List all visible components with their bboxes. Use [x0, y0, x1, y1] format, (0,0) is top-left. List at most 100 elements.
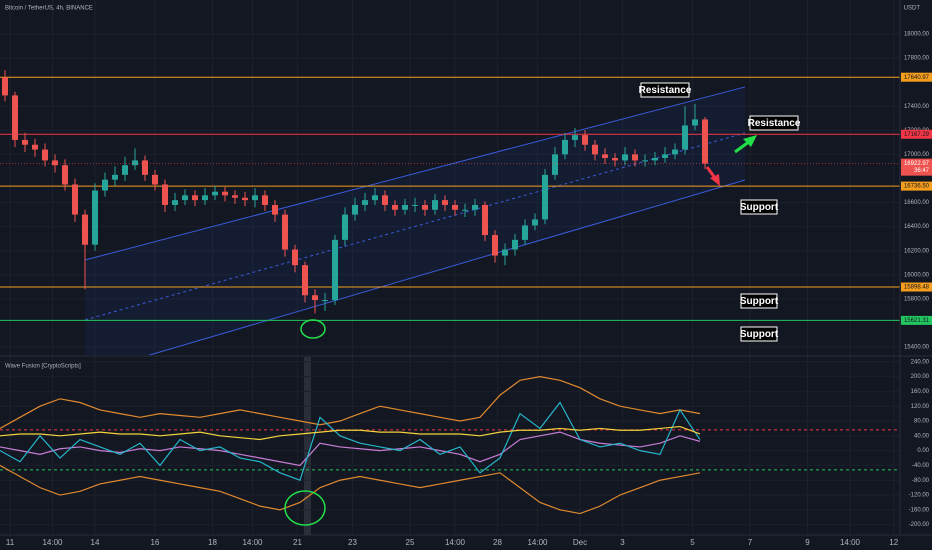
- candle-body: [182, 195, 188, 201]
- y-tick-label: 16400.00: [904, 224, 930, 230]
- countdown: 36:47: [914, 168, 930, 174]
- candle-body: [142, 160, 148, 175]
- indicator-line: [0, 425, 701, 441]
- candle-body: [492, 235, 498, 256]
- candle-body: [672, 149, 678, 155]
- candle-body: [702, 119, 708, 164]
- annotation: Resistance: [748, 118, 801, 129]
- candle-body: [82, 214, 88, 245]
- last-price-label: 16922.97: [904, 161, 930, 167]
- candle-body: [692, 119, 698, 126]
- candle-body: [202, 195, 208, 201]
- level-label: 16736.50: [904, 184, 930, 190]
- candle-body: [412, 204, 418, 206]
- indicator-line: [0, 464, 701, 515]
- y-tick-label: 17000.00: [904, 152, 930, 158]
- candle-body: [612, 157, 618, 161]
- annotations: Resistance Resistance Support Support Suppor…: [639, 82, 801, 342]
- candle-body: [682, 125, 688, 150]
- candle-body: [172, 200, 178, 205]
- level-label: 17167.29: [904, 132, 930, 138]
- y-tick-label: -160.00: [909, 507, 930, 513]
- y-tick-label: 16000.00: [904, 272, 930, 278]
- candle-body: [402, 204, 408, 210]
- y-tick-label: 120.00: [911, 404, 930, 410]
- channel-fill: [85, 86, 745, 355]
- x-tick-label: 14:00: [242, 538, 263, 547]
- candle-body: [502, 249, 508, 256]
- candle-body: [252, 195, 258, 201]
- candle-body: [292, 249, 298, 266]
- candle-body: [152, 174, 158, 185]
- candle-body: [372, 195, 378, 201]
- x-tick-label: 14:00: [840, 538, 861, 547]
- candle-body: [12, 95, 18, 140]
- x-tick-label: 16: [151, 538, 160, 547]
- x-tick-label: 14: [91, 538, 100, 547]
- candle-body: [602, 154, 608, 158]
- candle-body: [342, 214, 348, 240]
- last-price-box: [901, 158, 932, 176]
- y-tick-label: -200.00: [909, 522, 930, 528]
- highlight-circle: [284, 490, 326, 526]
- level-label-box: [901, 72, 932, 82]
- annotation: Support: [740, 202, 779, 213]
- x-tick-label: 21: [293, 538, 302, 547]
- x-tick-label: 23: [348, 538, 357, 547]
- candle-body: [42, 149, 48, 161]
- x-tick-label: 14:00: [527, 538, 548, 547]
- candle-body: [622, 154, 628, 161]
- indicator-title: Wave Fusion [CryptoScripts]: [5, 364, 81, 370]
- annotation: Resistance: [639, 85, 692, 96]
- candle-body: [392, 204, 398, 210]
- candle-body: [212, 191, 218, 196]
- candle-body: [32, 144, 38, 150]
- x-tick-label: 14:00: [445, 538, 466, 547]
- candle-body: [432, 200, 438, 210]
- y-tick-label: 0.00: [917, 448, 929, 454]
- annotation: Support: [740, 329, 779, 340]
- candle-body: [162, 184, 168, 205]
- y-tick-label: 80.00: [914, 419, 930, 425]
- x-tick-label: 9: [805, 538, 810, 547]
- x-tick-label: 12: [889, 538, 898, 547]
- candle-body: [312, 295, 318, 301]
- candle-body: [662, 154, 668, 158]
- red-arrow: [705, 166, 720, 186]
- candle-body: [222, 191, 228, 196]
- annotation-box: [749, 115, 799, 131]
- candle-body: [482, 204, 488, 236]
- axes: 11 14:00 14 16 18 14:00 21 23 25 14:00 28 14:00 Dec 3…: [6, 32, 932, 547]
- candle-body: [382, 195, 388, 205]
- candle-body: [332, 239, 338, 301]
- annotation-box: [640, 82, 690, 98]
- annotation-box: [740, 326, 778, 342]
- y-tick-label: 17400.00: [904, 104, 930, 110]
- y-tick-label: 17800.00: [904, 56, 930, 62]
- candle-body: [92, 190, 98, 245]
- y-tick-label: -40.00: [912, 463, 930, 469]
- candle-body: [632, 154, 638, 161]
- y-tick-label: 16200.00: [904, 248, 930, 254]
- candle-body: [552, 154, 558, 175]
- candle-body: [102, 179, 108, 191]
- x-tick-label: 28: [493, 538, 502, 547]
- chart-title: Bitcoin / TetherUS, 4h, BINANCE: [5, 6, 93, 12]
- annotation-box: [740, 199, 778, 215]
- candle-body: [2, 77, 8, 96]
- candle-body: [512, 239, 518, 250]
- green-arrow: [734, 135, 757, 154]
- y-tick-label: 16600.00: [904, 200, 930, 206]
- candle-body: [282, 214, 288, 250]
- candle-body: [262, 195, 268, 205]
- candle-body: [352, 204, 358, 215]
- candle-body: [192, 195, 198, 201]
- candle-body: [52, 160, 58, 166]
- candle-body: [272, 204, 278, 215]
- grid: [0, 0, 900, 535]
- y-tick-label: 240.00: [911, 359, 930, 365]
- candle-body: [562, 139, 568, 155]
- level-label: 15898.48: [904, 285, 930, 291]
- candle-body: [22, 139, 28, 145]
